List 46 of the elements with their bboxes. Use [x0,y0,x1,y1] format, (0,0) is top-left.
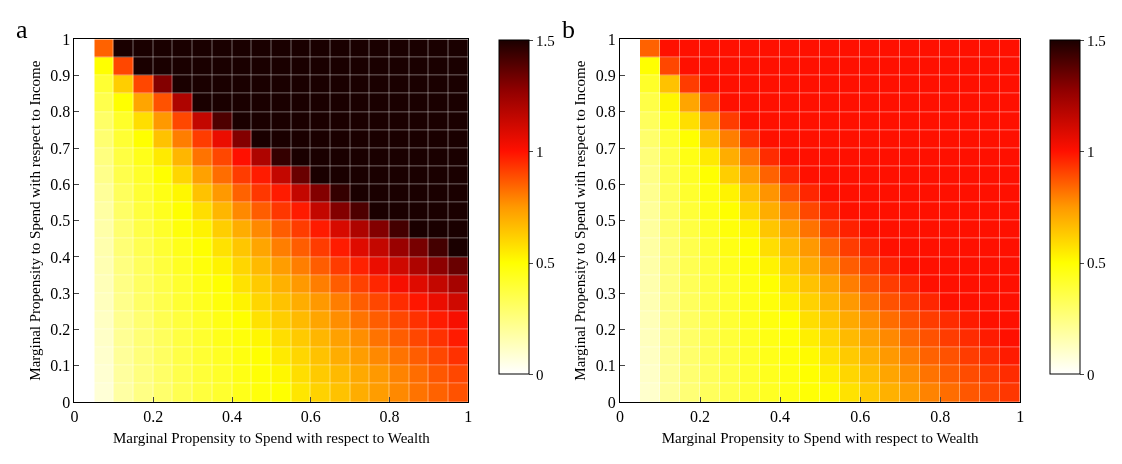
x-tick-label: 1 [464,408,473,426]
y-tick-label: 0 [62,393,71,411]
y-tick-label: 1 [62,30,71,48]
x-tick-label: 0.6 [300,408,321,426]
y-tick-label: 0.3 [595,284,616,302]
color-bar-label: 1 [536,144,544,161]
y-tick-label: 0 [607,393,616,411]
y-tick-label: 0.7 [595,139,616,157]
x-axis-title: Marginal Propensity to Spend with respect to Wealth [661,430,980,447]
x-tick-label: 0.8 [930,408,951,426]
y-tick-label: 0.8 [595,103,616,121]
y-tick-label: 1 [607,30,616,48]
color-bar-label: 0 [536,366,544,383]
chart-title: b [562,15,575,44]
color-bar-label: 0.5 [536,255,555,272]
y-tick-label: 0.3 [50,284,71,302]
y-tick-label: 0.7 [50,139,71,157]
y-tick-label: 0.9 [595,67,616,85]
y-tick-label: 0.1 [50,357,71,375]
y-axis-title: Marginal Propensity to Spend with respect to Income [572,60,589,381]
chart-title: a [16,15,28,44]
x-tick-label: 0.2 [690,408,711,426]
y-tick-label: 0.6 [595,175,616,193]
y-tick-label: 0.8 [50,103,71,121]
y-tick-label: 0.4 [595,248,616,266]
y-tick-label: 0.2 [50,321,71,339]
x-tick-label: 0.4 [222,408,242,426]
color-bar-label: 1.5 [1087,32,1106,49]
color-bar-label: 1 [1087,144,1095,161]
color-bar-label: 1.5 [536,32,555,49]
x-tick-label: 0.2 [143,408,164,426]
y-tick-label: 0.5 [595,212,616,230]
y-tick-label: 0.5 [50,212,71,230]
y-tick-label: 0.2 [595,321,616,339]
y-tick-label: 0.9 [50,67,71,85]
y-tick-label: 0.4 [50,248,71,266]
x-tick-label: 0.4 [770,408,791,426]
y-tick-label: 0.1 [595,357,616,375]
x-tick-label: 1 [1016,408,1025,426]
y-axis-title: Marginal Propensity to Spend with respect to Income [26,60,43,381]
color-bar-label: 0.5 [1087,255,1106,272]
y-tick-label: 0.6 [50,175,71,193]
color-bar-label: 0 [1087,366,1095,383]
x-tick-label: 0.6 [850,408,871,426]
x-tick-label: 0.8 [379,408,400,426]
x-axis-title: Marginal Propensity to Spend with respect to Wealth [112,430,431,447]
